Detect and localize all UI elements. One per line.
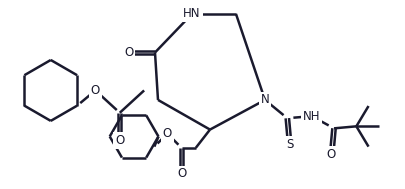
- Text: O: O: [91, 84, 100, 97]
- Text: N: N: [260, 93, 269, 106]
- Text: O: O: [162, 127, 172, 140]
- Text: O: O: [177, 167, 186, 180]
- Text: O: O: [115, 134, 124, 147]
- Text: NH: NH: [302, 110, 320, 123]
- Text: O: O: [124, 46, 133, 59]
- Text: S: S: [286, 138, 293, 151]
- Text: HN: HN: [183, 8, 200, 20]
- Text: O: O: [326, 148, 335, 161]
